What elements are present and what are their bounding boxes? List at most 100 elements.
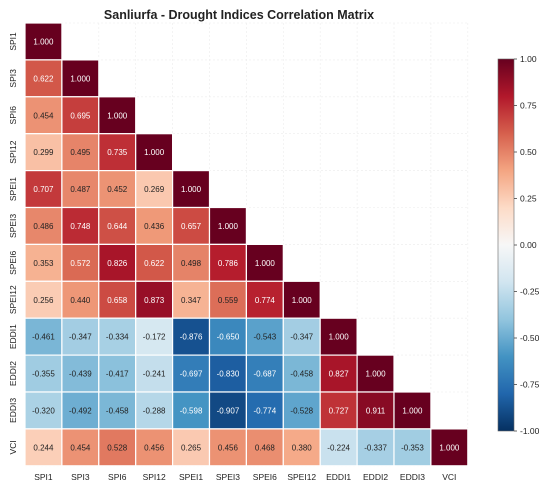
cell-value-label: -0.876 xyxy=(180,333,203,342)
cell-value-label: 0.727 xyxy=(329,406,350,415)
y-tick-label: SPEI3 xyxy=(8,214,18,238)
x-tick-label: EDDI1 xyxy=(326,472,351,482)
heatmap-cell xyxy=(245,280,284,319)
x-tick-labels: SPI1 SPI3 SPI6 SPI12 SPEI1 SPEI3 SPEI6 SPEI12 ED… xyxy=(34,472,456,482)
colorbar-tick-label: 0.50 xyxy=(520,147,537,157)
cell-value-label: -0.492 xyxy=(69,406,92,415)
heatmap-cell xyxy=(282,428,321,467)
cell-value-label: -0.347 xyxy=(69,333,92,342)
colorbar-tick-label: 0.25 xyxy=(520,194,537,204)
heatmap-cell xyxy=(282,317,321,356)
cell-value-label: 0.486 xyxy=(33,222,54,231)
cell-value-label: -0.439 xyxy=(69,370,92,379)
cell-value-label: 1.000 xyxy=(402,406,423,415)
cell-value-label: 0.827 xyxy=(329,370,350,379)
cell-value-label: -0.320 xyxy=(32,406,55,415)
cell-value-label: 1.000 xyxy=(107,111,128,120)
colorbar-tick-label: 0.75 xyxy=(520,101,537,111)
x-tick-label: SPI1 xyxy=(34,472,53,482)
heatmap-cell xyxy=(319,428,358,467)
cell-value-label: 0.495 xyxy=(70,148,91,157)
cell-value-label: 0.911 xyxy=(366,406,386,415)
cell-value-label: 0.826 xyxy=(107,259,128,268)
heatmap-cell xyxy=(61,59,100,98)
cell-value-label: 0.436 xyxy=(144,222,165,231)
heatmap-cells: 1.000 0.622 1.000 0.454 0.695 1.000 0.299 0.495… xyxy=(24,22,469,467)
heatmap-cell xyxy=(208,317,248,356)
cell-value-label: 0.559 xyxy=(218,296,239,305)
cell-value-label: -0.774 xyxy=(254,406,277,415)
cell-value-label: 1.000 xyxy=(329,333,350,342)
y-tick-label: SPI12 xyxy=(8,140,18,163)
cell-value-label: 0.299 xyxy=(33,148,54,157)
y-tick-label: SPI6 xyxy=(8,106,18,125)
heatmap-cell xyxy=(98,317,137,356)
cell-value-label: -0.355 xyxy=(32,370,55,379)
cell-value-label: -0.417 xyxy=(106,370,129,379)
cell-value-label: -0.907 xyxy=(217,406,240,415)
heatmap-cell xyxy=(61,428,100,467)
x-tick-label: SPEI3 xyxy=(216,472,240,482)
colorbar-tick-label: -0.50 xyxy=(520,333,540,343)
heatmap-cell xyxy=(24,96,63,135)
cell-value-label: -0.830 xyxy=(217,370,240,379)
heatmap-cell xyxy=(135,428,174,467)
heatmap-cell xyxy=(245,391,284,430)
cell-value-label: 1.000 xyxy=(70,74,91,83)
cell-value-label: -0.458 xyxy=(290,370,313,379)
cell-value-label: -0.337 xyxy=(364,443,387,452)
cell-value-label: -0.697 xyxy=(180,370,203,379)
x-tick-label: SPEI1 xyxy=(179,472,203,482)
cell-value-label: 0.528 xyxy=(107,443,128,452)
colorbar-tick-label: -0.25 xyxy=(520,287,540,297)
heatmap-cell xyxy=(135,317,174,356)
cell-value-label: -0.347 xyxy=(290,333,313,342)
chart-title: Sanliurfa - Drought Indices Correlation … xyxy=(104,8,374,22)
heatmap-cell xyxy=(98,133,137,172)
cell-value-label: 1.000 xyxy=(218,222,239,231)
colorbar-tick-label: 1.00 xyxy=(520,54,537,64)
heatmap-cell xyxy=(98,354,137,393)
heatmap-cell xyxy=(172,354,211,393)
y-tick-label: VCI xyxy=(8,440,18,454)
colorbar-ticks: 1.00 0.75 0.50 0.25 0.00 -0.25 -0.50 -0.75 -1.00 xyxy=(514,54,540,436)
cell-value-label: 1.000 xyxy=(366,370,387,379)
cell-value-label: 0.873 xyxy=(144,296,165,305)
heatmap-cell xyxy=(245,317,284,356)
colorbar-gradient xyxy=(497,58,515,432)
cell-value-label: 0.644 xyxy=(107,222,128,231)
heatmap-cell xyxy=(61,391,100,430)
cell-value-label: 0.695 xyxy=(70,111,91,120)
cell-value-label: 0.748 xyxy=(70,222,91,231)
colorbar-tick-label: 0.00 xyxy=(520,240,537,250)
heatmap-cell xyxy=(208,428,248,467)
y-tick-label: SPEI12 xyxy=(8,285,18,314)
cell-value-label: -0.334 xyxy=(106,333,129,342)
cell-value-label: 0.468 xyxy=(255,443,276,452)
cell-value-label: 1.000 xyxy=(292,296,313,305)
cell-value-label: -0.458 xyxy=(106,406,129,415)
cell-value-label: 0.440 xyxy=(70,296,91,305)
cell-value-label: 1.000 xyxy=(144,148,165,157)
heatmap-cell xyxy=(135,133,174,172)
cell-value-label: 0.658 xyxy=(107,296,128,305)
heatmap-cell xyxy=(172,280,211,319)
heatmap-cell xyxy=(24,206,63,246)
y-tick-label: EDDI2 xyxy=(8,361,18,386)
heatmap-cell xyxy=(24,354,63,393)
cell-value-label: -0.241 xyxy=(143,370,166,379)
cell-value-label: 0.572 xyxy=(70,259,91,268)
heatmap-cell xyxy=(98,170,137,209)
y-tick-label: SPI1 xyxy=(8,32,18,51)
heatmap-cell xyxy=(24,243,63,282)
x-tick-label: SPEI6 xyxy=(253,472,277,482)
y-tick-labels: SPI1 SPI3 SPI6 SPI12 SPEI1 SPEI3 SPEI6 SPEI12 ED… xyxy=(8,32,18,454)
heatmap-cell xyxy=(61,206,100,246)
cell-value-label: 0.452 xyxy=(107,185,128,194)
cell-value-label: 0.622 xyxy=(144,259,165,268)
heatmap-cell xyxy=(98,280,137,319)
heatmap-cell xyxy=(356,391,395,430)
cell-value-label: -0.543 xyxy=(254,333,277,342)
heatmap-cell xyxy=(61,170,100,209)
cell-value-label: 0.456 xyxy=(218,443,239,452)
